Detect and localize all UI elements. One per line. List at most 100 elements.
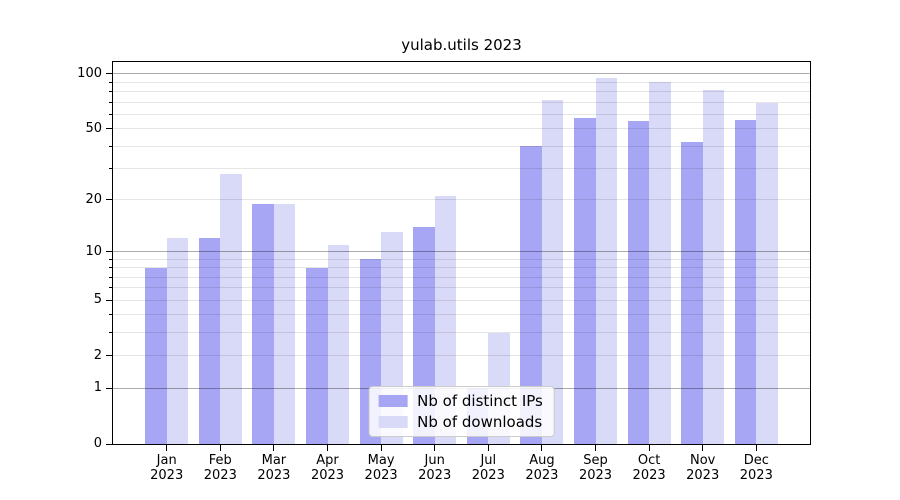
bar-nov-distinct-ips [681, 142, 703, 444]
legend-label-distinct-ips: Nb of distinct IPs [417, 392, 543, 410]
x-tick-year: 2023 [257, 468, 291, 483]
x-tick-label-mar: Mar 2023 [234, 453, 314, 483]
x-tick-mar [273, 445, 275, 451]
y-tick-label-20: 20 [85, 191, 102, 207]
gridline-8 [113, 267, 810, 269]
x-tick-year: 2023 [632, 468, 666, 483]
bar-dec-distinct-ips [734, 119, 757, 444]
y-tick-100 [106, 73, 112, 75]
y-minor-tick-4 [109, 314, 112, 316]
bar-sep-distinct-ips [574, 118, 596, 444]
x-tick-dec [755, 445, 757, 451]
bar-jan-distinct-ips [145, 267, 167, 444]
gridline-4 [113, 314, 810, 316]
x-tick-month: Mar [261, 453, 287, 468]
legend-item-downloads: Nb of downloads [378, 413, 543, 431]
x-tick-label-aug: Aug 2023 [502, 453, 582, 483]
y-minor-tick-8 [109, 267, 112, 269]
gridline-100 [113, 73, 810, 75]
gridline-60 [113, 113, 810, 115]
gridline-6 [113, 287, 810, 289]
legend-swatch-distinct-ips [378, 395, 408, 407]
x-tick-label-dec: Dec 2023 [716, 453, 796, 483]
bar-mar-downloads [273, 203, 296, 444]
x-tick-year: 2023 [525, 468, 559, 483]
gridline-9 [113, 258, 810, 260]
x-tick-month: Oct [637, 453, 661, 468]
y-tick-label-10: 10 [85, 243, 102, 259]
x-tick-year: 2023 [364, 468, 398, 483]
x-tick-month: Jul [480, 453, 497, 468]
grid-layer [113, 62, 810, 444]
x-tick-year: 2023 [739, 468, 773, 483]
x-tick-aug [541, 445, 543, 451]
bar-jun-downloads [434, 196, 457, 444]
x-tick-month: Sep [583, 453, 608, 468]
x-tick-label-may: May 2023 [341, 453, 421, 483]
y-minor-tick-7 [109, 276, 112, 278]
x-tick-month: Jan [156, 453, 177, 468]
gridline-90 [113, 81, 810, 83]
bar-nov-downloads [702, 89, 725, 444]
gridline-2 [113, 355, 810, 357]
gridline-50 [113, 128, 810, 130]
gridline-80 [113, 90, 810, 92]
bar-sep-downloads [595, 77, 617, 444]
y-minor-tick-2 [109, 355, 112, 357]
gridline-3 [113, 332, 810, 334]
x-tick-label-feb: Feb 2023 [180, 453, 260, 483]
gridline-40 [113, 145, 810, 147]
gridline-30 [113, 168, 810, 170]
y-minor-tick-60 [109, 113, 112, 115]
y-tick-label-100: 100 [77, 65, 102, 81]
x-tick-oct [648, 445, 650, 451]
gridline-10 [113, 251, 810, 253]
x-tick-feb [219, 445, 221, 451]
bar-jan-downloads [166, 238, 189, 444]
x-tick-jun [434, 445, 436, 451]
gridline-70 [113, 101, 810, 103]
x-tick-jul [487, 445, 489, 451]
chart-title: yulab.utils 2023 [401, 36, 522, 54]
bar-dec-downloads [756, 103, 778, 444]
y-minor-tick-3 [109, 332, 112, 334]
y-minor-tick-6 [109, 287, 112, 289]
bar-aug-distinct-ips [520, 146, 542, 444]
x-tick-year: 2023 [418, 468, 452, 483]
bar-feb-downloads [220, 173, 242, 444]
bar-apr-distinct-ips [306, 267, 328, 444]
y-tick-1 [106, 387, 112, 389]
y-tick-0 [106, 443, 112, 445]
gridline-7 [113, 276, 810, 278]
x-tick-year: 2023 [686, 468, 720, 483]
bar-mar-distinct-ips [252, 203, 274, 444]
y-minor-tick-80 [109, 90, 112, 92]
x-tick-nov [702, 445, 704, 451]
y-tick-label-0: 0 [93, 436, 102, 451]
bar-aug-downloads [541, 99, 564, 444]
x-tick-apr [327, 445, 328, 451]
x-tick-may [380, 445, 382, 451]
x-tick-sep [595, 445, 596, 451]
x-tick-label-sep: Sep 2023 [556, 453, 636, 483]
y-tick-label-1: 1 [93, 380, 102, 396]
x-tick-label-jul: Jul 2023 [448, 453, 528, 483]
y-minor-tick-20 [109, 199, 112, 201]
x-tick-year: 2023 [310, 468, 345, 483]
x-tick-month: Jun [424, 453, 445, 468]
x-tick-year: 2023 [203, 468, 237, 483]
y-minor-tick-70 [109, 101, 112, 103]
x-tick-label-jun: Jun 2023 [395, 453, 475, 483]
y-minor-tick-90 [109, 81, 112, 83]
x-tick-year: 2023 [578, 468, 613, 483]
x-tick-year: 2023 [471, 468, 505, 483]
bar-oct-downloads [649, 82, 671, 444]
legend-label-downloads: Nb of downloads [417, 413, 543, 431]
y-tick-10 [106, 251, 112, 253]
gridline-5 [113, 299, 810, 301]
x-tick-label-jan: Jan 2023 [127, 453, 207, 483]
x-tick-month: Nov [690, 453, 716, 468]
y-minor-tick-40 [109, 145, 112, 147]
x-tick-label-oct: Oct 2023 [609, 453, 689, 483]
